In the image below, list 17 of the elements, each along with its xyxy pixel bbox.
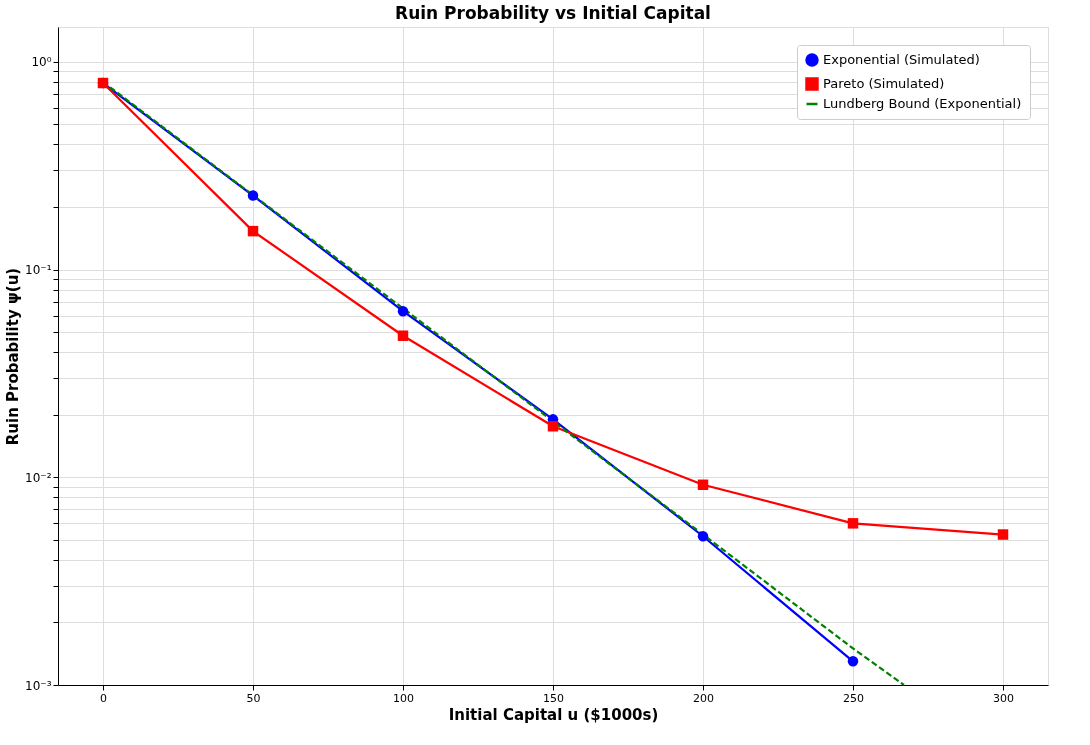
y-axis-title: Ruin Probability ψ(u) [4,267,23,446]
chart-title: Ruin Probability vs Initial Capital [395,3,711,23]
y-tick-label: 10⁰ [31,55,52,70]
x-axis-title: Initial Capital u ($1000s) [448,705,659,724]
y-tick-label: 10⁻³ [25,678,52,693]
y-tick-label: 10⁻¹ [25,263,52,278]
x-tick-label: 150 [543,691,564,705]
x-tick-label: 100 [393,691,414,705]
legend-label: Exponential (Simulated) [823,52,980,67]
x-tick-label: 250 [843,691,864,705]
x-tick-label: 300 [993,691,1014,705]
legend-label: Pareto (Simulated) [823,76,945,91]
legend-label: Lundberg Bound (Exponential) [823,96,1022,111]
x-tick-label: 50 [246,691,261,705]
x-tick-label: 200 [693,691,714,705]
x-tick-label: 0 [100,691,107,705]
y-tick-label: 10⁻² [25,470,52,485]
